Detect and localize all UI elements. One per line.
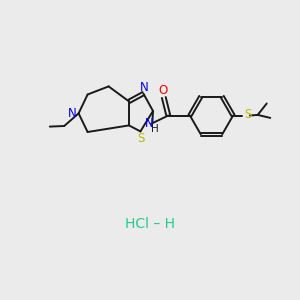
- Text: HCl – H: HCl – H: [125, 217, 175, 230]
- Text: N: N: [68, 107, 76, 120]
- Text: N: N: [145, 117, 154, 130]
- Text: S: S: [137, 131, 145, 145]
- Text: S: S: [244, 108, 251, 122]
- Text: H: H: [151, 124, 159, 134]
- Text: N: N: [140, 81, 148, 94]
- Text: O: O: [158, 84, 167, 98]
